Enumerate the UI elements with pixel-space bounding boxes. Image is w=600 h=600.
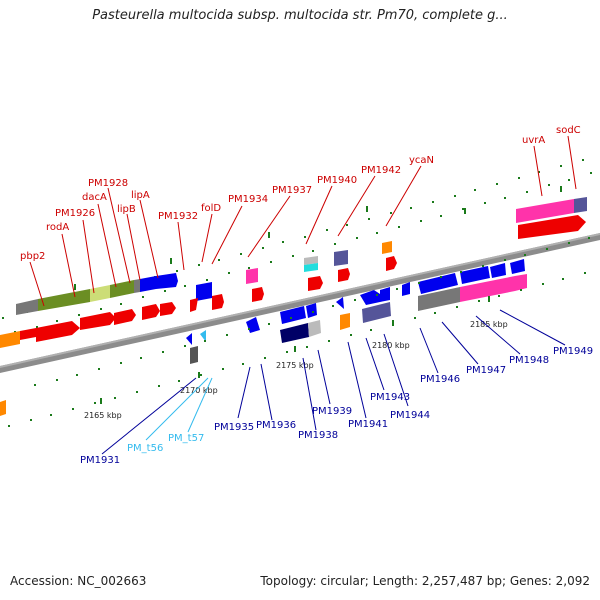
ruler-labels: 2165 kbp 2170 kbp 2175 kbp 2180 kbp 2185… [84,320,508,420]
gene-label-pm1939: PM1939 [312,406,352,417]
gene-label-pm1949: PM1949 [553,346,593,357]
genes-top-far [516,197,587,239]
gene-label-daca: dacA [82,192,107,203]
gene-label-pbp2: pbp2 [20,251,45,262]
gene-label-pm1935: PM1935 [214,422,254,433]
ruler-label-2170: 2170 kbp [180,386,218,395]
leader-lines-top [29,135,577,307]
gene-label-pm1938: PM1938 [298,430,338,441]
map-title: Pasteurella multocida subsp. multocida s… [92,8,508,23]
gene-label-pm1936: PM1936 [256,420,296,431]
gene-label-pm1934: PM1934 [228,194,268,205]
gene-label-pm1926: PM1926 [55,208,95,219]
gene-label-pm1937: PM1937 [272,185,312,196]
gene-label-pm1931: PM1931 [80,455,120,466]
gene-label-pm1944: PM1944 [390,410,430,421]
gene-label-pm-t56: PM_t56 [127,443,163,454]
ruler-label-2165: 2165 kbp [84,411,122,420]
gene-label-pm1932: PM1932 [158,211,198,222]
genes-top-lower [0,256,397,348]
leader-lines-bottom [101,309,566,455]
gene-label-pm1946: PM1946 [420,374,460,385]
gene-label-pm1948: PM1948 [509,355,549,366]
gene-label-pm1943: PM1943 [370,392,410,403]
gene-labels-bottom: PM1931 PM_t56 PM_t57 PM1935 PM1936 PM193… [80,346,593,466]
accession-text: Accession: NC_002663 [10,574,147,588]
genes-bottom-upper [186,259,525,345]
gene-label-pm1942: PM1942 [361,165,401,176]
gene-label-lipb: lipB [117,204,136,215]
gene-label-lipa: lipA [131,190,150,201]
topology-summary: Topology: circular; Length: 2,257,487 bp… [260,574,590,588]
gene-labels-top: pbp2 rodA PM1926 dacA PM1928 lipB lipA P… [20,125,581,262]
backbone [0,233,600,373]
gene-label-uvra: uvrA [522,135,545,146]
gene-label-pm1928: PM1928 [88,178,128,189]
ticks-bottom [8,237,590,427]
gene-label-pm1947: PM1947 [466,365,506,376]
ruler-label-2185: 2185 kbp [470,320,508,329]
gene-label-ycan: ycaN [409,155,434,166]
ruler-label-2175: 2175 kbp [276,361,314,370]
gene-label-fold: folD [201,203,221,214]
genes-top-upper [16,241,392,315]
ruler-label-2180: 2180 kbp [372,341,410,350]
gene-label-roda: rodA [46,222,69,233]
gene-label-pm1941: PM1941 [348,419,388,430]
genes-bottom-lower [0,274,527,416]
gene-label-sodc: sodC [556,125,581,136]
ticks-outer-top [14,172,592,333]
gene-label-pm1940: PM1940 [317,175,357,186]
gene-label-pm-t57: PM_t57 [168,433,204,444]
